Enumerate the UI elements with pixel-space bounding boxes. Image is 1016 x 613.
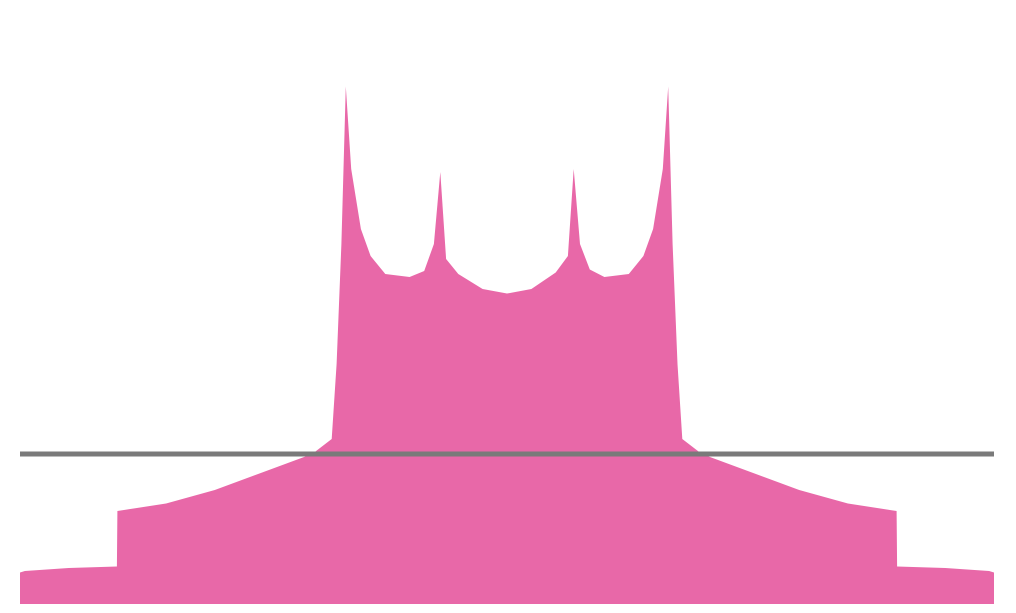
area-series-0 (20, 86, 994, 604)
area-series-layer (20, 86, 994, 604)
